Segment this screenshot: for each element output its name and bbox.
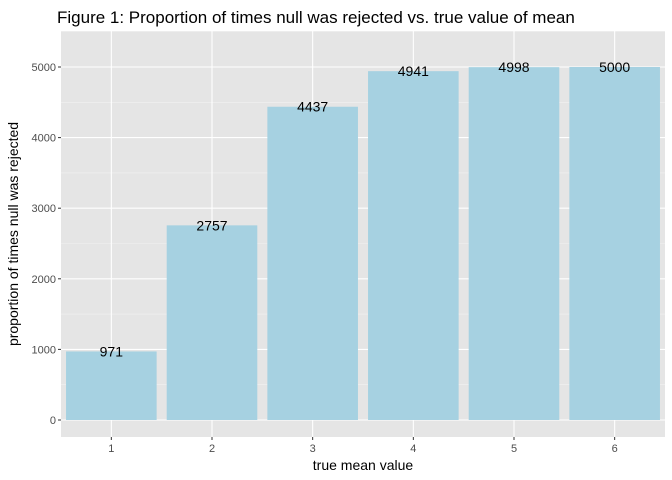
y-tick-label: 3000 — [32, 203, 56, 215]
x-tick-label: 4 — [410, 443, 416, 455]
data-label-1: 971 — [100, 343, 124, 359]
x-tick-label: 6 — [612, 443, 618, 455]
data-label-5: 4998 — [498, 59, 529, 75]
data-label-3: 4437 — [297, 99, 328, 115]
data-label-2: 2757 — [196, 217, 227, 233]
x-tick-label: 1 — [108, 443, 114, 455]
chart-title: Figure 1: Proportion of times null was r… — [57, 8, 575, 27]
bar-4 — [368, 71, 459, 420]
plot-panel — [61, 31, 665, 437]
data-labels: 971 2757 4437 4941 4998 5000 — [100, 59, 631, 359]
x-tick-label: 2 — [209, 443, 215, 455]
bars — [66, 67, 660, 420]
bar-2 — [166, 225, 258, 420]
data-label-4: 4941 — [398, 63, 429, 79]
y-axis-title: proportion of times null was rejected — [5, 122, 21, 346]
data-label-6: 5000 — [599, 59, 630, 75]
x-axis-title: true mean value — [313, 457, 414, 473]
y-tick-label: 5000 — [32, 62, 56, 74]
y-tick-label: 1000 — [32, 344, 56, 356]
bar-6 — [569, 67, 660, 420]
bar-5 — [468, 67, 560, 420]
bar-3 — [267, 106, 358, 420]
y-tick-label: 2000 — [32, 274, 56, 286]
y-tick-label: 0 — [50, 415, 56, 427]
bar-1 — [66, 351, 157, 420]
minor-gridlines — [61, 31, 665, 386]
y-tick-label: 4000 — [32, 133, 56, 145]
y-axis: 0 1000 2000 3000 4000 5000 — [32, 62, 61, 427]
x-tick-label: 5 — [511, 443, 517, 455]
x-tick-label: 3 — [310, 443, 316, 455]
x-axis: 1 2 3 4 5 6 — [108, 437, 618, 455]
